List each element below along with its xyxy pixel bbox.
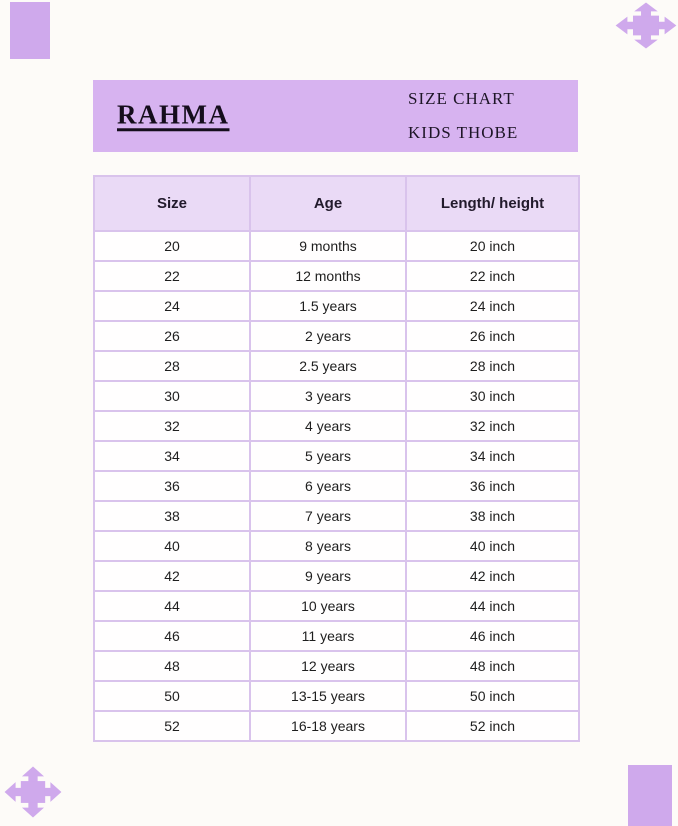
size-cell: 26 bbox=[93, 320, 251, 352]
size-cell: 50 bbox=[93, 680, 251, 712]
table-row: 28 2.5 years 28 inch bbox=[93, 350, 580, 382]
move-arrows-icon bbox=[615, 2, 677, 49]
column-header-length: Length/ height bbox=[405, 175, 580, 232]
age-cell: 12 months bbox=[249, 260, 407, 292]
size-chart-title: SIZE CHART bbox=[408, 89, 515, 108]
table-header-row: Size Age Length/ height bbox=[93, 175, 580, 232]
length-cell: 46 inch bbox=[405, 620, 580, 652]
age-cell: 9 years bbox=[249, 560, 407, 592]
age-cell: 5 years bbox=[249, 440, 407, 472]
banner-titles: SIZE CHART KIDS THOBE bbox=[408, 80, 518, 152]
length-cell: 24 inch bbox=[405, 290, 580, 322]
length-cell: 50 inch bbox=[405, 680, 580, 712]
size-cell: 48 bbox=[93, 650, 251, 682]
table-row: 34 5 years 34 inch bbox=[93, 440, 580, 472]
table-row: 50 13-15 years 50 inch bbox=[93, 680, 580, 712]
table-row: 36 6 years 36 inch bbox=[93, 470, 580, 502]
size-cell: 44 bbox=[93, 590, 251, 622]
size-cell: 52 bbox=[93, 710, 251, 742]
size-cell: 38 bbox=[93, 500, 251, 532]
table-row: 20 9 months 20 inch bbox=[93, 230, 580, 262]
length-cell: 22 inch bbox=[405, 260, 580, 292]
table-row: 24 1.5 years 24 inch bbox=[93, 290, 580, 322]
size-cell: 22 bbox=[93, 260, 251, 292]
size-cell: 42 bbox=[93, 560, 251, 592]
age-cell: 2.5 years bbox=[249, 350, 407, 382]
size-cell: 20 bbox=[93, 230, 251, 262]
length-cell: 30 inch bbox=[405, 380, 580, 412]
age-cell: 3 years bbox=[249, 380, 407, 412]
size-cell: 46 bbox=[93, 620, 251, 652]
size-cell: 40 bbox=[93, 530, 251, 562]
age-cell: 4 years bbox=[249, 410, 407, 442]
length-cell: 26 inch bbox=[405, 320, 580, 352]
size-cell: 36 bbox=[93, 470, 251, 502]
table-row: 40 8 years 40 inch bbox=[93, 530, 580, 562]
table-row: 48 12 years 48 inch bbox=[93, 650, 580, 682]
table-row: 38 7 years 38 inch bbox=[93, 500, 580, 532]
table-row: 32 4 years 32 inch bbox=[93, 410, 580, 442]
header-banner: RAHMA SIZE CHART KIDS THOBE bbox=[93, 80, 578, 152]
table-row: 42 9 years 42 inch bbox=[93, 560, 580, 592]
decor-square-top-left bbox=[10, 2, 50, 59]
length-cell: 38 inch bbox=[405, 500, 580, 532]
length-cell: 48 inch bbox=[405, 650, 580, 682]
size-chart-table: Size Age Length/ height 20 9 months 20 i… bbox=[93, 175, 580, 742]
table-row: 30 3 years 30 inch bbox=[93, 380, 580, 412]
age-cell: 9 months bbox=[249, 230, 407, 262]
kids-thobe-subtitle: KIDS THOBE bbox=[408, 123, 519, 142]
age-cell: 16-18 years bbox=[249, 710, 407, 742]
age-cell: 11 years bbox=[249, 620, 407, 652]
decor-square-bottom-right bbox=[628, 765, 672, 826]
size-cell: 24 bbox=[93, 290, 251, 322]
length-cell: 32 inch bbox=[405, 410, 580, 442]
age-cell: 7 years bbox=[249, 500, 407, 532]
table-row: 22 12 months 22 inch bbox=[93, 260, 580, 292]
length-cell: 40 inch bbox=[405, 530, 580, 562]
length-cell: 28 inch bbox=[405, 350, 580, 382]
length-cell: 44 inch bbox=[405, 590, 580, 622]
size-cell: 34 bbox=[93, 440, 251, 472]
size-cell: 28 bbox=[93, 350, 251, 382]
brand-title: RAHMA bbox=[117, 99, 230, 130]
table-row: 52 16-18 years 52 inch bbox=[93, 710, 580, 742]
length-cell: 34 inch bbox=[405, 440, 580, 472]
age-cell: 2 years bbox=[249, 320, 407, 352]
age-cell: 12 years bbox=[249, 650, 407, 682]
age-cell: 1.5 years bbox=[249, 290, 407, 322]
size-cell: 32 bbox=[93, 410, 251, 442]
age-cell: 10 years bbox=[249, 590, 407, 622]
length-cell: 20 inch bbox=[405, 230, 580, 262]
length-cell: 42 inch bbox=[405, 560, 580, 592]
table-row: 44 10 years 44 inch bbox=[93, 590, 580, 622]
move-arrows-icon bbox=[4, 766, 62, 818]
column-header-age: Age bbox=[249, 175, 407, 232]
length-cell: 52 inch bbox=[405, 710, 580, 742]
age-cell: 6 years bbox=[249, 470, 407, 502]
table-row: 46 11 years 46 inch bbox=[93, 620, 580, 652]
size-cell: 30 bbox=[93, 380, 251, 412]
age-cell: 13-15 years bbox=[249, 680, 407, 712]
age-cell: 8 years bbox=[249, 530, 407, 562]
table-row: 26 2 years 26 inch bbox=[93, 320, 580, 352]
column-header-size: Size bbox=[93, 175, 251, 232]
length-cell: 36 inch bbox=[405, 470, 580, 502]
